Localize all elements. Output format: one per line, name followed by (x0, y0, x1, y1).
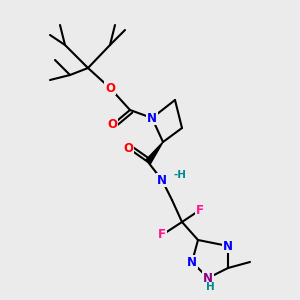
Text: O: O (105, 82, 115, 94)
Text: N: N (223, 239, 233, 253)
Text: -H: -H (173, 170, 186, 180)
Text: N: N (157, 173, 167, 187)
Text: N: N (147, 112, 157, 124)
Text: F: F (196, 203, 204, 217)
Text: O: O (123, 142, 133, 154)
Text: O: O (107, 118, 117, 131)
Text: N: N (187, 256, 197, 268)
Text: F: F (158, 229, 166, 242)
Polygon shape (146, 142, 163, 164)
Text: N: N (203, 272, 213, 284)
Text: H: H (206, 282, 214, 292)
